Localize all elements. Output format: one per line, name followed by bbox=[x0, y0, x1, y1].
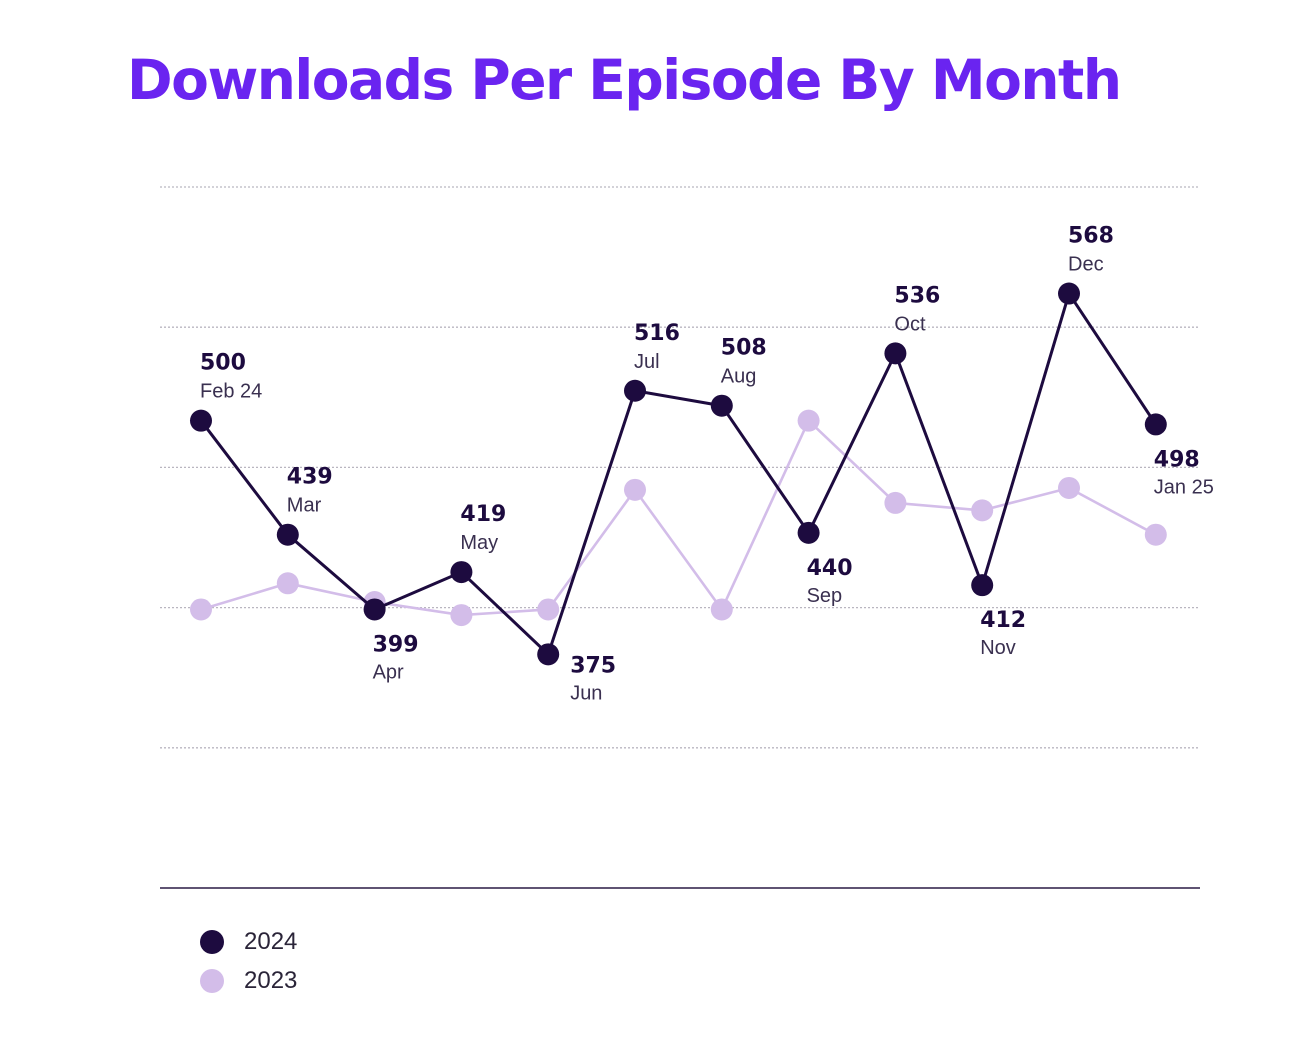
data-point-2024-mar bbox=[276, 523, 299, 546]
data-label-month-dec: Dec bbox=[1068, 254, 1104, 276]
series-line-2023 bbox=[200, 419, 1157, 617]
data-label-month-aug: Aug bbox=[721, 366, 757, 388]
data-point-2024-jun bbox=[537, 643, 560, 666]
series-line-2024 bbox=[199, 292, 1158, 656]
data-label-value-sep: 440 bbox=[807, 556, 853, 581]
chart-title: Downloads Per Episode By Month bbox=[127, 48, 1122, 112]
legend-swatch-2023 bbox=[200, 968, 224, 993]
data-point-2023-feb-24 bbox=[190, 598, 212, 621]
data-label-month-may: May bbox=[460, 532, 498, 554]
data-label-month-feb-24: Feb 24 bbox=[200, 381, 262, 403]
data-label-month-sep: Sep bbox=[807, 585, 843, 607]
legend-swatch-2024 bbox=[200, 929, 224, 954]
data-label-value-nov: 412 bbox=[980, 608, 1026, 633]
data-label-value-jan-25: 498 bbox=[1154, 447, 1200, 472]
data-point-2024-sep bbox=[797, 521, 820, 544]
data-label-month-jan-25: Jan 25 bbox=[1154, 476, 1214, 498]
data-point-2023-sep bbox=[797, 409, 820, 432]
data-point-2024-jan-25 bbox=[1144, 413, 1167, 436]
data-label-value-oct: 536 bbox=[894, 283, 940, 308]
data-point-2023-jun bbox=[537, 598, 560, 621]
data-point-2024-may bbox=[450, 561, 473, 584]
legend-item-2024: 2024 bbox=[200, 922, 297, 961]
data-point-2023-jan-25 bbox=[1144, 523, 1167, 546]
data-point-2024-aug bbox=[710, 394, 733, 417]
data-label-value-feb-24: 500 bbox=[200, 351, 246, 376]
data-point-2024-jul bbox=[624, 379, 646, 402]
data-point-2023-dec bbox=[1058, 476, 1080, 499]
data-label-value-may: 419 bbox=[460, 502, 506, 527]
data-label-month-apr: Apr bbox=[373, 661, 404, 683]
data-point-2023-oct bbox=[884, 491, 907, 514]
data-label-value-jun: 375 bbox=[570, 653, 616, 678]
legend: 2024 2023 bbox=[200, 922, 297, 1000]
data-label-month-jul: Jul bbox=[634, 351, 660, 373]
data-label-month-nov: Nov bbox=[980, 637, 1016, 659]
data-point-2024-apr bbox=[363, 598, 386, 621]
legend-item-2023: 2023 bbox=[200, 961, 297, 1000]
legend-label-2024: 2024 bbox=[244, 927, 298, 955]
data-label-month-mar: Mar bbox=[287, 495, 322, 517]
data-point-2023-jul bbox=[624, 478, 646, 501]
data-label-month-oct: Oct bbox=[894, 313, 926, 335]
data-point-2023-may bbox=[450, 604, 473, 627]
data-point-2023-aug bbox=[710, 598, 733, 621]
data-label-value-dec: 568 bbox=[1068, 224, 1114, 249]
data-point-2024-oct bbox=[884, 342, 907, 365]
data-label-month-jun: Jun bbox=[570, 682, 602, 704]
data-label-value-aug: 508 bbox=[721, 336, 767, 361]
legend-label-2023: 2023 bbox=[244, 966, 298, 994]
data-label-value-jul: 516 bbox=[634, 321, 680, 346]
data-point-2023-mar bbox=[276, 572, 299, 595]
data-label-value-mar: 439 bbox=[287, 465, 333, 490]
data-label-value-apr: 399 bbox=[373, 632, 419, 657]
data-point-2024-dec bbox=[1058, 282, 1080, 305]
data-point-2024-feb-24 bbox=[190, 409, 212, 432]
data-point-2024-nov bbox=[971, 574, 994, 597]
data-point-2023-nov bbox=[971, 499, 994, 522]
